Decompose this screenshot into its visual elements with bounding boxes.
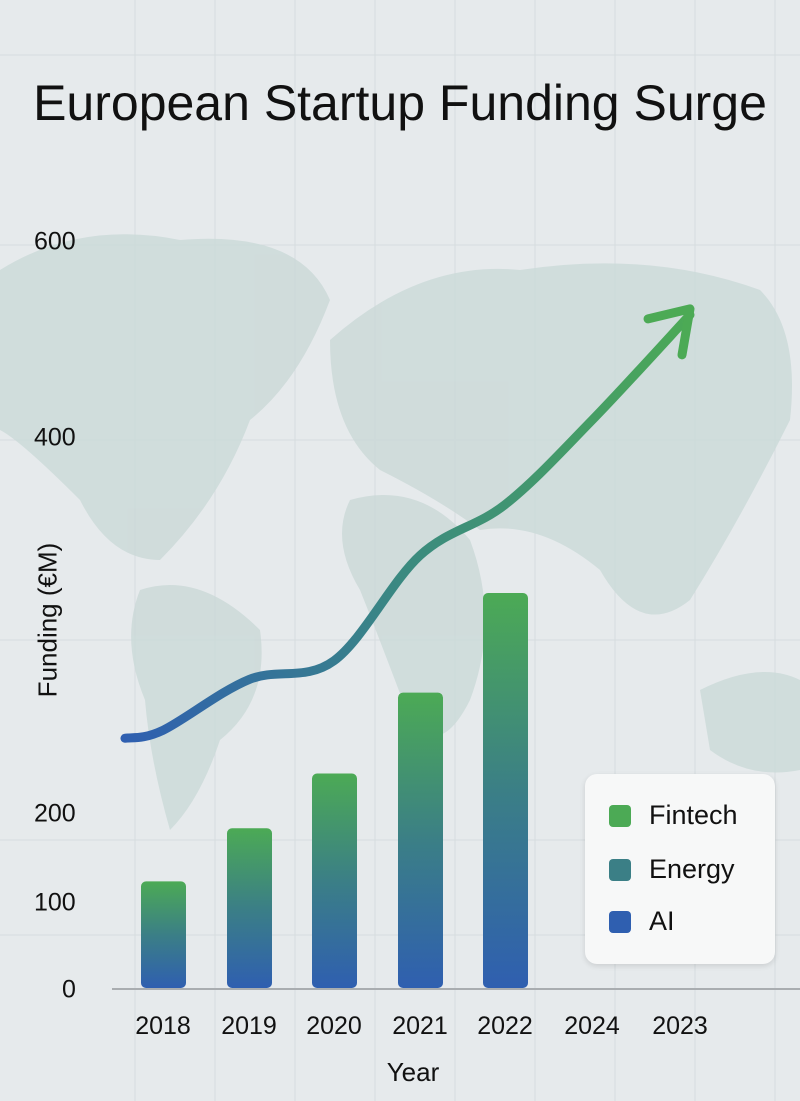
x-tick-label: 2024 [564, 1012, 620, 1040]
bar-2021 [398, 692, 443, 988]
bar-2022 [483, 593, 528, 988]
legend-label: Fintech [649, 800, 738, 830]
bar-2019 [227, 828, 272, 988]
x-tick-label: 2021 [392, 1012, 448, 1040]
trend-arrow-head [643, 304, 695, 360]
x-tick-label: 2022 [477, 1012, 533, 1040]
legend-item-energy: Energy [609, 854, 735, 885]
trend-line [120, 310, 695, 743]
y-tick-label: 400 [34, 423, 76, 452]
legend-item-fintech: Fintech [609, 800, 738, 831]
legend-label: AI [649, 906, 675, 936]
y-tick-label: 200 [34, 799, 76, 828]
bar-2020 [312, 773, 357, 988]
legend-label: Energy [649, 854, 735, 884]
y-axis-label: Funding (€M) [32, 542, 63, 698]
x-axis-label: Year [386, 1057, 440, 1087]
x-tick-label: 2023 [652, 1012, 708, 1040]
x-tick-label: 2018 [135, 1012, 191, 1040]
legend-swatch [609, 858, 631, 881]
legend-swatch [609, 804, 631, 827]
bar-2018 [141, 881, 186, 988]
x-tick-label: 2019 [221, 1012, 277, 1040]
legend-swatch [609, 910, 631, 933]
y-tick-label: 100 [34, 888, 76, 917]
chart-title: European Startup Funding Surge [33, 75, 767, 131]
y-tick-label: 0 [62, 975, 76, 1004]
x-tick-label: 2020 [306, 1012, 362, 1040]
legend: Fintech Energy AI [585, 774, 775, 964]
y-tick-label: 600 [34, 227, 76, 256]
legend-item-ai: AI [609, 906, 675, 937]
